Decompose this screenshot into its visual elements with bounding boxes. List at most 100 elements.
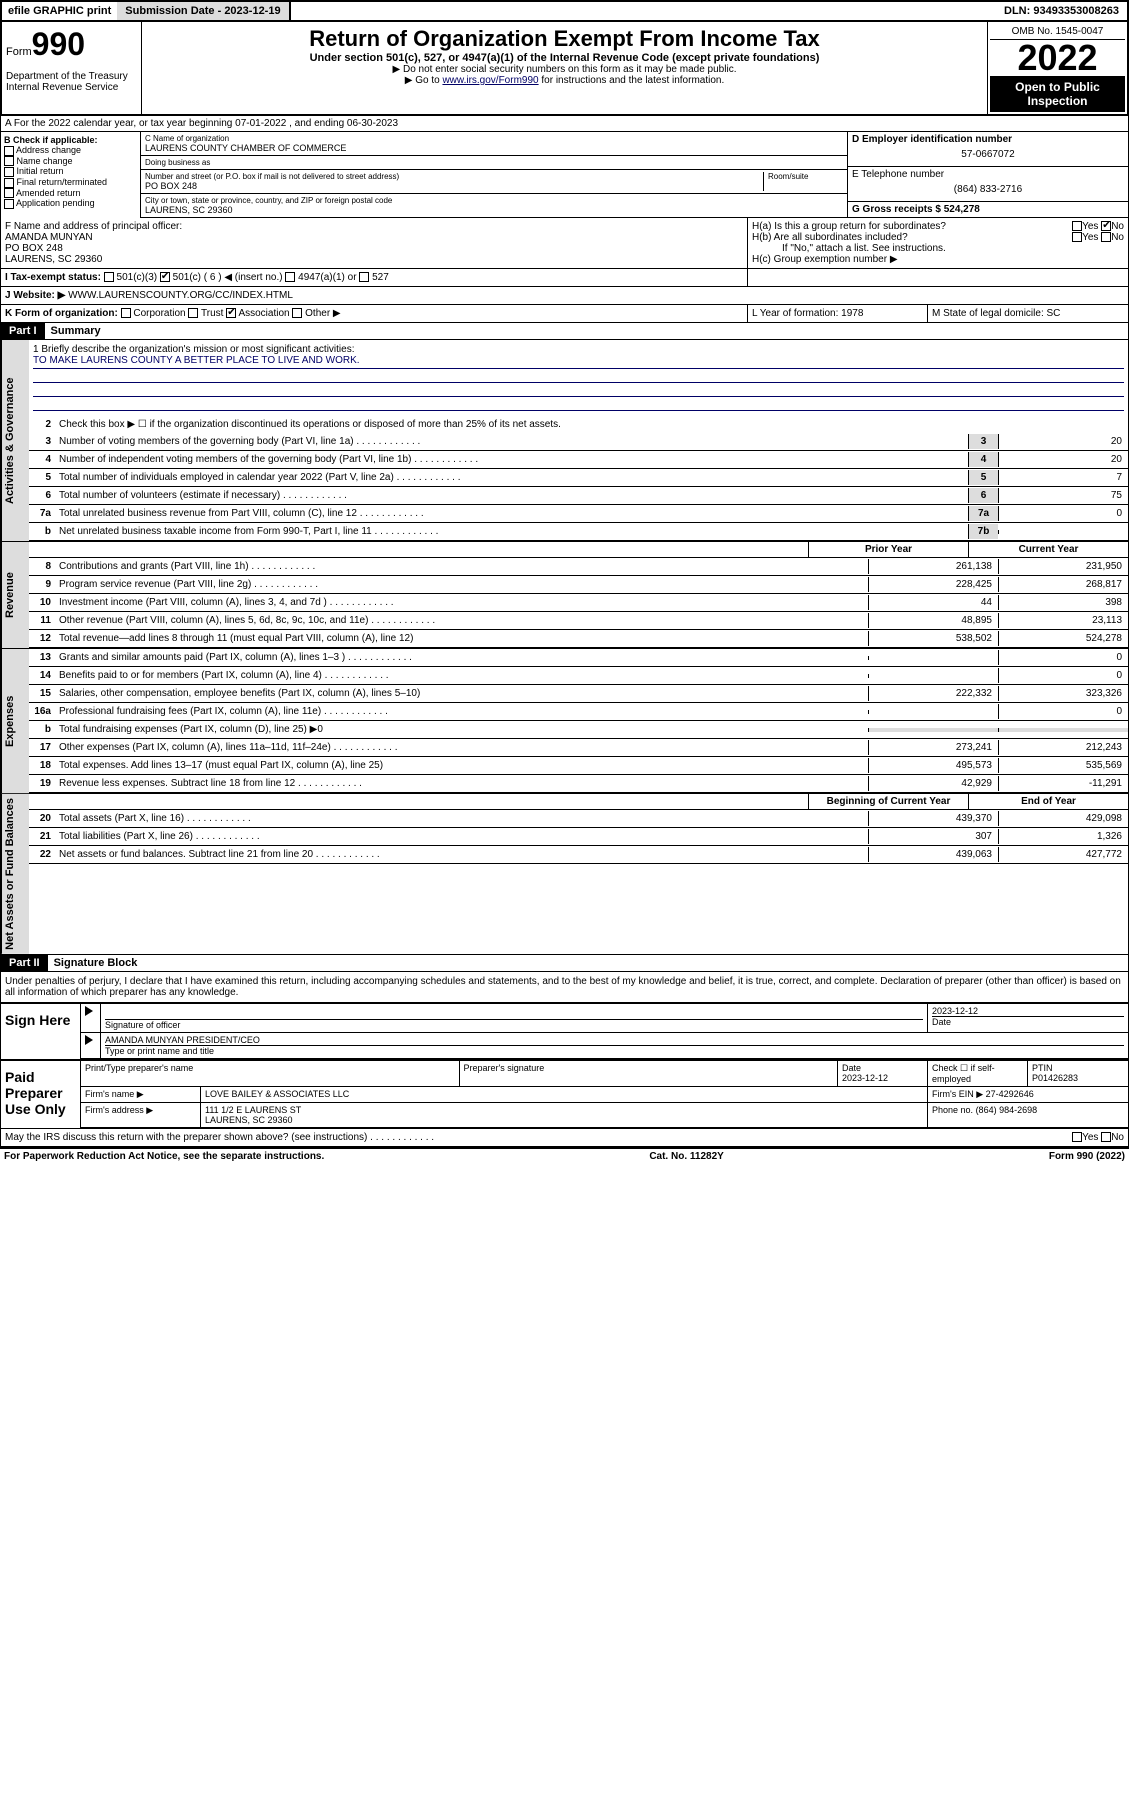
expenses-section: Expenses 13Grants and similar amounts pa…: [0, 649, 1129, 794]
form-header: Form990 Department of the Treasury Inter…: [0, 22, 1129, 116]
org-name-cell: C Name of organization LAURENS COUNTY CH…: [141, 132, 847, 156]
footer: For Paperwork Reduction Act Notice, see …: [0, 1147, 1129, 1164]
form-ref: Form 990 (2022): [1049, 1151, 1125, 1162]
cb-name-change[interactable]: Name change: [4, 156, 137, 167]
row-i-tax-status: I Tax-exempt status: 501(c)(3) 501(c) ( …: [0, 269, 1129, 287]
row-10: 10Investment income (Part VIII, column (…: [29, 594, 1128, 612]
ptin: P01426283: [1032, 1073, 1124, 1083]
irs-link[interactable]: www.irs.gov/Form990: [442, 75, 538, 86]
row-8: 8Contributions and grants (Part VIII, li…: [29, 558, 1128, 576]
col-de: D Employer identification number 57-0667…: [848, 132, 1128, 218]
part1-title: Summary: [45, 323, 107, 339]
city-state-zip: LAURENS, SC 29360: [145, 205, 843, 215]
website-url: WWW.LAURENSCOUNTY.ORG/CC/INDEX.HTML: [68, 290, 293, 301]
side-governance: Activities & Governance: [1, 340, 29, 541]
form-subtitle: Under section 501(c), 527, or 4947(a)(1)…: [146, 52, 983, 64]
part1-label: Part I: [1, 323, 45, 339]
open-inspection: Open to Public Inspection: [990, 76, 1125, 112]
row-13: 13Grants and similar amounts paid (Part …: [29, 649, 1128, 667]
hb: H(b) Are all subordinates included? Yes …: [752, 232, 1124, 243]
form-prefix: Form: [6, 46, 32, 58]
note-ssn: ▶ Do not enter social security numbers o…: [146, 64, 983, 75]
row-4: 4Number of independent voting members of…: [29, 451, 1128, 469]
row-11: 11Other revenue (Part VIII, column (A), …: [29, 612, 1128, 630]
cb-527[interactable]: [359, 272, 369, 282]
mission-text: TO MAKE LAURENS COUNTY A BETTER PLACE TO…: [33, 355, 1124, 369]
row-7a: 7aTotal unrelated business revenue from …: [29, 505, 1128, 523]
cb-amended[interactable]: Amended return: [4, 188, 137, 199]
cb-address-change[interactable]: Address change: [4, 145, 137, 156]
sign-here-label: Sign Here: [1, 1004, 81, 1059]
cb-4947[interactable]: [285, 272, 295, 282]
begin-end-header: Beginning of Current Year End of Year: [29, 794, 1128, 810]
officer-cell: F Name and address of principal officer:…: [1, 218, 748, 268]
row-14: 14Benefits paid to or for members (Part …: [29, 667, 1128, 685]
col-c: C Name of organization LAURENS COUNTY CH…: [141, 132, 848, 218]
row-klm: K Form of organization: Corporation Trus…: [0, 305, 1129, 323]
header-mid: Return of Organization Exempt From Incom…: [142, 22, 987, 114]
arrow-icon: [85, 1006, 93, 1016]
row-2: 2Check this box ▶ ☐ if the organization …: [29, 415, 1128, 433]
phone-cell: E Telephone number (864) 833-2716: [848, 167, 1128, 202]
col-b: B Check if applicable: Address change Na…: [1, 132, 141, 218]
perjury-statement: Under penalties of perjury, I declare th…: [0, 972, 1129, 1003]
row-7b: bNet unrelated business taxable income f…: [29, 523, 1128, 541]
ha: H(a) Is this a group return for subordin…: [752, 221, 1124, 232]
paid-preparer-label: Paid Preparer Use Only: [1, 1061, 81, 1128]
part2-title: Signature Block: [48, 955, 144, 971]
prep-date: 2023-12-12: [842, 1073, 923, 1083]
efile-label[interactable]: efile GRAPHIC print: [2, 2, 117, 20]
cb-initial-return[interactable]: Initial return: [4, 166, 137, 177]
header-right: OMB No. 1545-0047 2022 Open to Public In…: [987, 22, 1127, 114]
row-9: 9Program service revenue (Part VIII, lin…: [29, 576, 1128, 594]
b-title: B Check if applicable:: [4, 135, 137, 145]
arrow-icon: [85, 1035, 93, 1045]
dba-cell: Doing business as: [141, 156, 847, 170]
sign-here-block: Sign Here Signature of officer 2023-12-1…: [0, 1003, 1129, 1060]
form-number: 990: [32, 26, 85, 62]
row-18: 18Total expenses. Add lines 13–17 (must …: [29, 757, 1128, 775]
row-16b: bTotal fundraising expenses (Part IX, co…: [29, 721, 1128, 739]
submission-date[interactable]: Submission Date - 2023-12-19: [117, 2, 290, 20]
firm-address: 111 1/2 E LAURENS ST LAURENS, SC 29360: [201, 1103, 928, 1127]
cb-501c3[interactable]: [104, 272, 114, 282]
net-assets-section: Net Assets or Fund Balances Beginning of…: [0, 794, 1129, 955]
ein: 57-0667072: [852, 145, 1124, 164]
officer-name-title: AMANDA MUNYAN PRESIDENT/CEO: [105, 1035, 1124, 1046]
governance-section: Activities & Governance 1 Briefly descri…: [0, 340, 1129, 542]
row-a-tax-year: A For the 2022 calendar year, or tax yea…: [0, 116, 1129, 132]
paid-preparer-block: Paid Preparer Use Only Print/Type prepar…: [0, 1060, 1129, 1129]
h-questions: H(a) Is this a group return for subordin…: [748, 218, 1128, 268]
hc: H(c) Group exemption number ▶: [752, 254, 1124, 265]
dln: DLN: 93493353008263: [996, 2, 1127, 20]
part2-label: Part II: [1, 955, 48, 971]
discuss-row: May the IRS discuss this return with the…: [0, 1129, 1129, 1147]
form-of-org: K Form of organization: Corporation Trus…: [1, 305, 748, 322]
row-16a: 16aProfessional fundraising fees (Part I…: [29, 703, 1128, 721]
row-6: 6Total number of volunteers (estimate if…: [29, 487, 1128, 505]
section-bcde: B Check if applicable: Address change Na…: [0, 132, 1129, 218]
officer-name-addr: AMANDA MUNYAN PO BOX 248 LAURENS, SC 293…: [5, 232, 743, 265]
row-19: 19Revenue less expenses. Subtract line 1…: [29, 775, 1128, 793]
row-15: 15Salaries, other compensation, employee…: [29, 685, 1128, 703]
state-domicile: M State of legal domicile: SC: [928, 305, 1128, 322]
revenue-section: Revenue Prior Year Current Year 8Contrib…: [0, 542, 1129, 649]
header-left: Form990 Department of the Treasury Inter…: [2, 22, 142, 114]
note-link: ▶ Go to www.irs.gov/Form990 for instruct…: [146, 75, 983, 86]
org-name: LAURENS COUNTY CHAMBER OF COMMERCE: [145, 143, 843, 153]
row-17: 17Other expenses (Part IX, column (A), l…: [29, 739, 1128, 757]
cb-final-return[interactable]: Final return/terminated: [4, 177, 137, 188]
firm-ein: 27-4292646: [986, 1089, 1034, 1099]
row-j-website: J Website: ▶ WWW.LAURENSCOUNTY.ORG/CC/IN…: [0, 287, 1129, 305]
row-5: 5Total number of individuals employed in…: [29, 469, 1128, 487]
cb-app-pending[interactable]: Application pending: [4, 198, 137, 209]
dept-label: Department of the Treasury Internal Reve…: [6, 71, 137, 93]
row-20: 20Total assets (Part X, line 16)439,3704…: [29, 810, 1128, 828]
row-f-h: F Name and address of principal officer:…: [0, 218, 1129, 269]
row-21: 21Total liabilities (Part X, line 26)307…: [29, 828, 1128, 846]
side-net-assets: Net Assets or Fund Balances: [1, 794, 29, 954]
paperwork-notice: For Paperwork Reduction Act Notice, see …: [4, 1151, 324, 1162]
cb-501c[interactable]: [160, 272, 170, 282]
part2-header: Part II Signature Block: [0, 955, 1129, 972]
row-3: 3Number of voting members of the governi…: [29, 433, 1128, 451]
